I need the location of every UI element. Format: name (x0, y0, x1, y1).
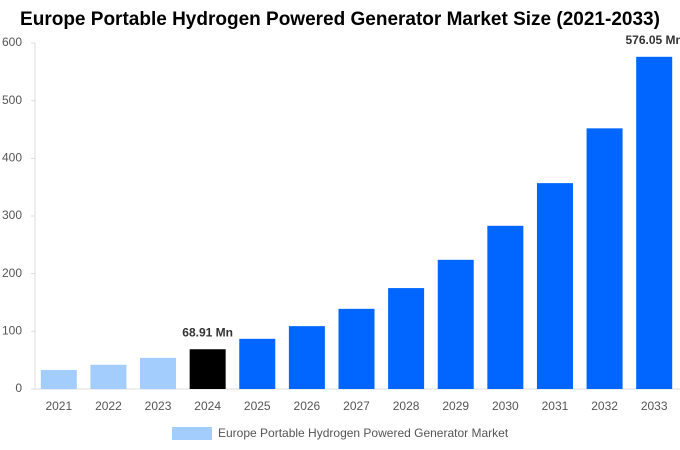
x-tick-label: 2027 (343, 399, 370, 413)
x-tick-label: 2025 (244, 399, 271, 413)
bar (437, 259, 474, 389)
y-tick-label: 300 (2, 208, 22, 222)
bar (40, 369, 77, 389)
x-tick-label: 2029 (442, 399, 469, 413)
bar (586, 128, 623, 389)
bar (636, 56, 673, 390)
legend-label: Europe Portable Hydrogen Powered Generat… (218, 426, 509, 440)
x-tick-label: 2024 (194, 399, 221, 413)
data-label: 68.91 Mn (182, 325, 233, 339)
bar (288, 326, 325, 389)
bar (239, 338, 276, 389)
x-tick-label: 2026 (294, 399, 321, 413)
y-tick-label: 200 (2, 266, 22, 280)
bar (140, 357, 177, 389)
y-tick-label: 0 (15, 381, 22, 395)
bar (189, 349, 226, 389)
x-tick-label: 2023 (145, 399, 172, 413)
x-tick-label: 2030 (492, 399, 519, 413)
bar (487, 225, 524, 389)
y-tick-label: 400 (2, 151, 22, 165)
bar (90, 364, 127, 389)
data-label: 576.05 Mn (626, 33, 680, 47)
bar (388, 288, 425, 389)
x-tick-label: 2031 (542, 399, 569, 413)
y-tick-label: 100 (2, 324, 22, 338)
x-tick-label: 2028 (393, 399, 420, 413)
legend-swatch (172, 427, 212, 440)
bar (536, 183, 573, 389)
y-tick-label: 500 (2, 93, 22, 107)
chart-title: Europe Portable Hydrogen Powered Generat… (20, 9, 660, 30)
x-tick-label: 2022 (95, 399, 122, 413)
bar (338, 308, 375, 389)
x-tick-label: 2032 (591, 399, 618, 413)
x-tick-label: 2033 (641, 399, 668, 413)
y-tick-label: 600 (2, 35, 22, 49)
x-tick-label: 2021 (45, 399, 72, 413)
